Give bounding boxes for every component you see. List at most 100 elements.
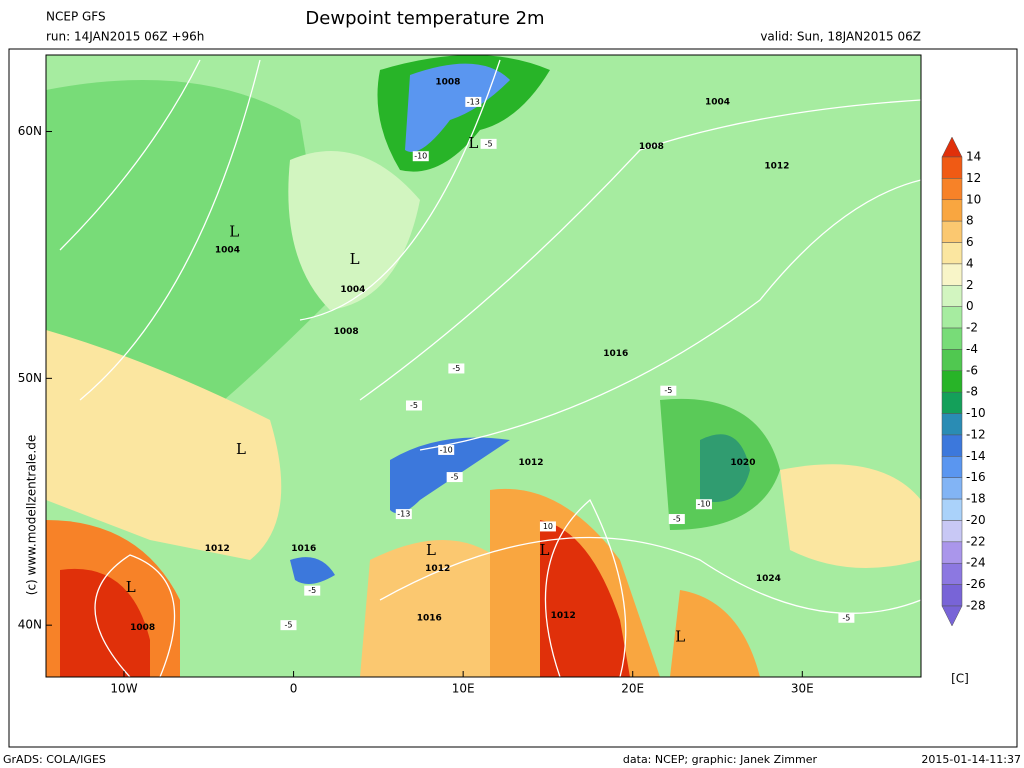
colorbar-arrow — [941, 136, 963, 158]
dewpoint-label: -5 — [485, 139, 493, 148]
colorbar-box — [941, 242, 963, 265]
label-box — [465, 96, 482, 107]
colorbar-box — [941, 434, 963, 457]
field-area — [46, 330, 282, 560]
lon-label: 20E — [621, 682, 644, 696]
dewpoint-label: -10 — [697, 500, 710, 509]
low-marker: L — [229, 223, 239, 241]
colorbar-box — [941, 178, 963, 201]
colorbar-box — [941, 285, 963, 307]
isobar — [79, 59, 261, 401]
footer-left: GrADS: COLA/IGES — [3, 753, 106, 766]
dewpoint-label: -5 — [284, 621, 292, 630]
isobar-label: 1012 — [551, 611, 576, 621]
valid: valid: Sun, 18JAN2015 06Z — [760, 30, 921, 44]
colorbar-label: -14 — [966, 449, 986, 463]
isobar-label: 1008 — [130, 623, 155, 633]
label-box — [480, 138, 497, 149]
colorbar-box — [941, 199, 963, 222]
isobar-label: 1012 — [518, 458, 543, 468]
field-area — [288, 151, 420, 310]
dewpoint-label: -5 — [451, 473, 459, 482]
lat-label: 60N — [18, 124, 42, 138]
isobar-label: 1016 — [417, 613, 442, 623]
label-box — [446, 472, 463, 483]
label-box — [668, 514, 685, 525]
dewpoint-label: -10 — [414, 152, 427, 161]
side-text: (c) www.modellzentrale.de — [25, 435, 39, 595]
isobar-label: 1008 — [639, 142, 664, 152]
isobar-label: 1012 — [425, 564, 450, 574]
colorbar-box — [941, 327, 963, 350]
colorbar-box — [941, 156, 963, 179]
footer-center: data: NCEP; graphic: Janek Zimmer — [623, 753, 818, 766]
isobar-label: 1024 — [756, 574, 781, 584]
dewpoint-label: -5 — [673, 515, 681, 524]
colorbar-box — [941, 541, 963, 564]
isobar-label: 1008 — [435, 78, 460, 88]
low-marker: L — [426, 541, 436, 559]
colorbar-label: -18 — [966, 492, 986, 506]
isobar-label: 1008 — [334, 327, 359, 337]
colorbar-box — [941, 306, 963, 329]
dewpoint-label: -5 — [842, 613, 850, 622]
isobar-label: 1004 — [340, 285, 365, 295]
colorbar-label: 10 — [966, 192, 981, 206]
colorbar-label: -22 — [966, 534, 986, 548]
low-marker: L — [350, 250, 360, 268]
isobar-label: 1016 — [291, 544, 316, 554]
low-marker: L — [675, 628, 685, 646]
isobar-label: 1012 — [764, 162, 789, 172]
isobar — [59, 59, 201, 251]
label-box — [838, 612, 855, 623]
map-field — [46, 55, 921, 677]
dewpoint-label: -5 — [452, 364, 460, 373]
run: run: 14JAN2015 06Z +96h — [46, 30, 204, 44]
dewpoint-label: -10 — [440, 445, 453, 454]
label-box — [660, 385, 677, 396]
field-area — [780, 464, 921, 568]
colorbar-label: -6 — [966, 363, 978, 377]
isobar-label: 1004 — [705, 97, 730, 107]
colorbar-label: 14 — [966, 150, 981, 164]
dewpoint-label: -13 — [467, 97, 480, 106]
title: Dewpoint temperature 2m — [305, 8, 544, 29]
label-box — [695, 499, 712, 510]
label-box — [304, 585, 321, 596]
low-marker: L — [126, 578, 136, 596]
lat-label: 40N — [18, 618, 42, 632]
lon-label: 10W — [110, 682, 137, 696]
low-marker: L — [236, 440, 246, 458]
colorbar-label: -16 — [966, 470, 986, 484]
colorbar-unit: [C] — [951, 672, 969, 686]
colorbar-box — [941, 562, 963, 585]
colorbar-label: 8 — [966, 214, 974, 228]
colorbar-label: -24 — [966, 556, 986, 570]
map-border — [45, 54, 922, 678]
colorbar-label: -10 — [966, 406, 986, 420]
colorbar-label: -2 — [966, 321, 978, 335]
isobar-label: 1012 — [205, 544, 230, 554]
colorbar-box — [941, 391, 963, 414]
low-marker: L — [468, 134, 478, 152]
colorbar-label: -28 — [966, 599, 986, 613]
isobar — [359, 99, 921, 401]
colorbar-box — [941, 520, 963, 543]
colorbar-box — [941, 370, 963, 393]
field-area — [290, 557, 335, 584]
low-marker: L — [540, 541, 550, 559]
colorbar-arrow — [941, 605, 963, 627]
footer-right: 2015-01-14-11:37 — [921, 753, 1021, 766]
colorbar-box — [941, 456, 963, 478]
field-area — [405, 63, 510, 152]
field-area — [46, 80, 330, 420]
lat-label: 50N — [18, 371, 42, 385]
colorbar-box — [941, 220, 963, 243]
model: NCEP GFS — [46, 10, 106, 24]
frame — [8, 48, 1018, 748]
isobar — [544, 498, 627, 677]
isobar-label: 1020 — [730, 458, 755, 468]
isobar — [299, 59, 501, 321]
colorbar-box — [941, 263, 963, 286]
field-area — [660, 398, 780, 530]
